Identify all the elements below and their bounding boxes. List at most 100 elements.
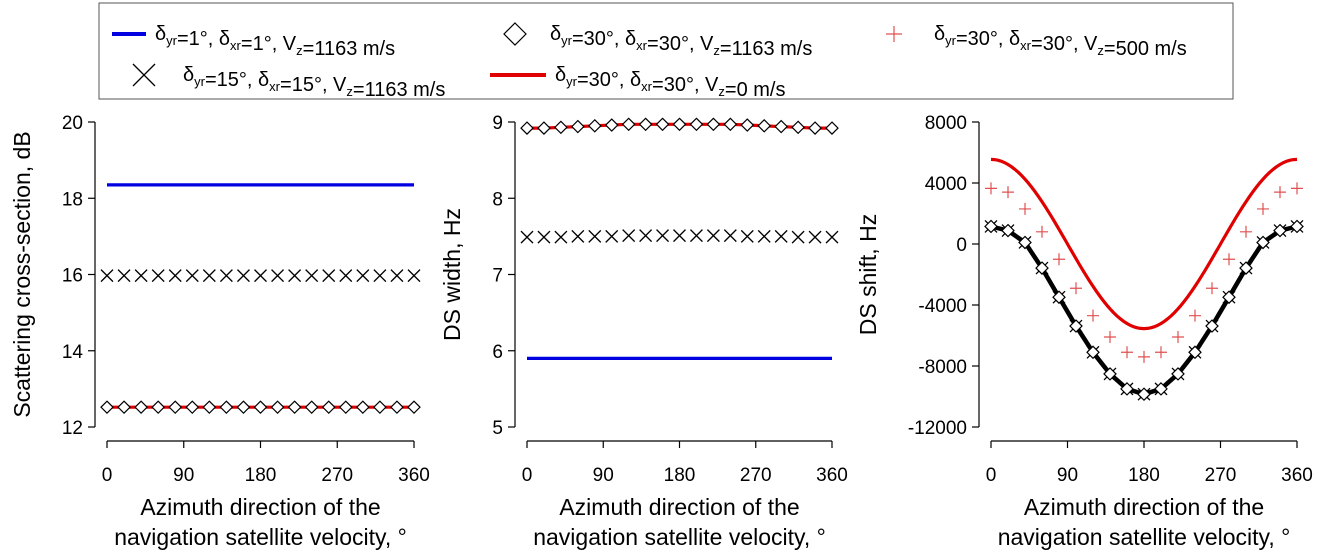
y-tick-label: -8000	[918, 357, 967, 378]
legend-label-part: z	[1097, 43, 1104, 58]
data-point	[1002, 186, 1014, 199]
data-point	[407, 269, 421, 283]
data-point	[774, 119, 789, 134]
data-point	[100, 269, 114, 283]
data-point	[757, 229, 771, 243]
chart-panel-1: 12 14 16 18 20 0 90 180 270 360 Azimuth direction …	[9, 113, 430, 550]
x-axis-label: navigation satellite velocity, °	[114, 524, 407, 550]
legend-swatch-marker	[132, 63, 156, 87]
legend-label: δyr=15°, δxr=15°, Vz=1163 m/s	[183, 64, 445, 101]
x-tick-label: 360	[398, 465, 430, 486]
data-point	[287, 400, 302, 415]
legend-swatch-marker	[503, 22, 527, 46]
data-point	[304, 400, 319, 415]
data-point	[1189, 309, 1201, 322]
data-point	[151, 400, 166, 415]
data-point	[587, 118, 602, 133]
series-s3	[984, 219, 1304, 402]
x-tick-label: 0	[522, 465, 533, 486]
data-point	[117, 269, 131, 283]
legend-label-part: =30°,	[572, 28, 625, 50]
data-point	[554, 120, 568, 135]
legend-item-s5: δyr=30°, δxr=30°, Vz=500 m/s	[886, 23, 1187, 60]
data-point	[134, 400, 148, 415]
legend-label-part: δ	[555, 64, 566, 86]
data-point	[655, 117, 670, 132]
chart-panel-3: -12000 -8000 -4000 0 4000 8000 0 90 180 270 360 Azi…	[855, 113, 1313, 550]
data-point	[117, 400, 131, 415]
legend-label-part: yr	[945, 33, 957, 48]
legend-label-part: z	[713, 43, 720, 58]
data-point	[356, 269, 370, 283]
data-point	[168, 400, 183, 415]
series-s2	[520, 229, 839, 244]
data-point	[1019, 202, 1031, 215]
legend-label-part: yr	[166, 33, 178, 48]
data-point	[1035, 261, 1049, 275]
data-point	[1291, 182, 1303, 195]
legend-label-part: yr	[561, 33, 573, 48]
data-point	[622, 229, 636, 243]
series-line	[990, 224, 1298, 397]
data-point	[1036, 225, 1048, 238]
data-point	[407, 400, 421, 415]
data-point	[151, 269, 165, 283]
data-point	[185, 269, 199, 283]
data-point	[537, 121, 551, 135]
x-tick-label: 0	[102, 465, 113, 486]
legend-label-part: =30°,	[577, 69, 630, 91]
data-point	[1239, 261, 1253, 275]
legend-label-part: =1163 m/s	[303, 38, 395, 60]
x-tick-label: 270	[740, 465, 772, 486]
legend-item-s3: δyr=30°, δxr=30°, Vz=1163 m/s	[503, 22, 812, 60]
data-point	[791, 230, 805, 244]
data-point	[605, 229, 619, 243]
x-axis-label: Azimuth direction of the	[140, 494, 380, 520]
y-tick-label: 9	[492, 113, 503, 134]
data-point	[390, 400, 404, 415]
data-point	[271, 269, 285, 283]
data-point	[520, 230, 534, 244]
data-point	[520, 121, 534, 135]
legend-label-part: yr	[566, 74, 578, 89]
data-point	[1240, 225, 1252, 238]
data-point	[355, 400, 370, 415]
x-tick-label: 0	[986, 465, 997, 486]
data-point	[588, 229, 602, 243]
data-point	[1121, 346, 1133, 359]
data-point	[1070, 282, 1082, 295]
data-point	[1222, 290, 1236, 305]
y-tick-label: 16	[62, 266, 83, 287]
x-axis-label: Azimuth direction of the	[1024, 494, 1264, 520]
legend-label-part: δ	[625, 28, 636, 50]
legend-item-s1: δyr=1°, δxr=1°, Vz=1163 m/s	[112, 23, 395, 60]
data-point	[985, 182, 997, 195]
legend-label: δyr=30°, δxr=30°, Vz=500 m/s	[934, 23, 1187, 60]
legend-label-part: δ	[258, 69, 269, 91]
y-tick-label: 0	[956, 235, 967, 256]
y-tick-label: -12000	[908, 418, 967, 439]
data-point	[236, 400, 251, 415]
legend-label-part: =0 m/s	[725, 79, 786, 101]
legend-label-part: δ	[1009, 28, 1020, 50]
legend-label-part: δ	[155, 23, 166, 45]
legend-label: δyr=1°, δxr=1°, Vz=1163 m/s	[155, 23, 395, 60]
legend-item-s2: δyr=15°, δxr=15°, Vz=1163 m/s	[132, 63, 445, 101]
data-point	[1155, 346, 1167, 359]
data-point	[673, 229, 686, 243]
data-point	[1206, 282, 1218, 295]
data-point	[1171, 367, 1185, 381]
legend-label-part: z	[346, 84, 353, 99]
legend-swatch-marker	[886, 26, 902, 42]
y-tick-label: 6	[492, 342, 503, 363]
series-s5	[985, 182, 1303, 363]
legend-label-part: δ	[630, 69, 641, 91]
data-point	[1188, 345, 1202, 360]
legend-label-part: =15°, V	[280, 74, 347, 96]
data-point	[621, 117, 636, 132]
data-point	[1274, 186, 1286, 199]
legend-label-part: yr	[194, 74, 206, 89]
data-point	[219, 269, 233, 283]
data-point	[639, 229, 653, 243]
